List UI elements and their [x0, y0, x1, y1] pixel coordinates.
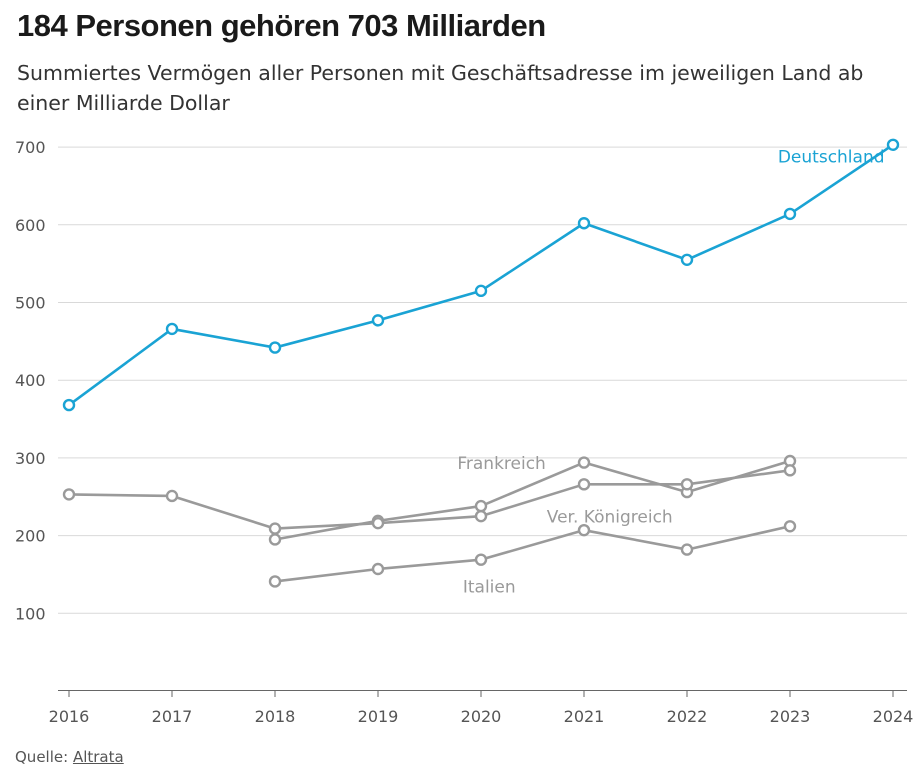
point-ver-königreich-2016	[62, 488, 76, 501]
chart-subtitle: Summiertes Vermögen aller Personen mit G…	[17, 61, 864, 115]
x-axis	[58, 690, 907, 697]
point-frankreich-2021	[577, 456, 591, 469]
point-ver-königreich-2019	[371, 516, 385, 530]
source-link[interactable]: Altrata	[72, 748, 124, 766]
series-line-ver-königreich	[68, 469, 791, 530]
y-tick-label-400: 400	[15, 371, 46, 390]
series-points	[62, 138, 900, 588]
y-tick-label-600: 600	[15, 216, 46, 235]
point-ver-königreich-2021	[577, 478, 591, 491]
x-tick-label-2021: 2021	[564, 707, 605, 726]
y-tick-label-700: 700	[15, 138, 46, 157]
point-ver-königreich-2017	[165, 489, 179, 503]
point-frankreich-2018	[268, 533, 282, 546]
point-deutschland-2020	[474, 284, 488, 298]
series-line-italien	[274, 525, 791, 583]
point-italien-2019	[371, 562, 385, 576]
series-label-deutschland: Deutschland	[778, 148, 885, 168]
point-frankreich-2020	[474, 499, 488, 513]
grid-lines	[58, 146, 907, 614]
x-tick-label-2020: 2020	[461, 707, 502, 726]
point-italien-2023	[783, 520, 797, 533]
series-label-frankreich: Frankreich	[457, 454, 546, 474]
y-tick-label-200: 200	[15, 527, 46, 546]
y-axis-tick-labels: 100 200 300 400 500 600 700	[15, 138, 46, 623]
point-deutschland-2024	[886, 138, 900, 151]
point-deutschland-2018	[268, 341, 282, 354]
source-note: Quelle: Altrata	[15, 748, 124, 766]
point-italien-2022	[680, 543, 694, 556]
point-deutschland-2021	[577, 217, 591, 230]
x-tick-label-2018: 2018	[255, 707, 296, 726]
point-ver-königreich-2023	[783, 464, 797, 477]
point-italien-2018	[268, 575, 282, 588]
point-ver-königreich-2020	[474, 509, 488, 523]
y-tick-label-300: 300	[15, 449, 46, 468]
source-label: Quelle:	[15, 748, 69, 766]
y-tick-label-500: 500	[15, 294, 46, 313]
x-tick-label-2023: 2023	[770, 707, 811, 726]
point-ver-königreich-2018	[268, 522, 282, 535]
point-deutschland-2022	[680, 253, 694, 266]
series-labels: Deutschland Frankreich Ver. Königreich Ital…	[457, 148, 884, 598]
point-deutschland-2023	[783, 207, 797, 221]
x-tick-label-2019: 2019	[358, 707, 399, 726]
series-label-ver-königreich: Ver. Königreich	[547, 507, 673, 527]
x-axis-tick-labels: 2016 2017 2018 2019 2020 2021 2022 2023 2024	[49, 707, 914, 726]
point-italien-2021	[577, 523, 591, 537]
x-tick-label-2024: 2024	[873, 707, 914, 726]
point-deutschland-2019	[371, 314, 385, 327]
point-deutschland-2016	[62, 398, 76, 412]
chart-title: 184 Personen gehören 703 Milliarden	[17, 8, 546, 43]
series-label-italien: Italien	[463, 577, 516, 597]
point-ver-königreich-2022	[680, 478, 694, 491]
x-tick-label-2016: 2016	[49, 707, 90, 726]
x-tick-label-2022: 2022	[667, 707, 708, 726]
point-deutschland-2017	[165, 322, 179, 336]
y-tick-label-100: 100	[15, 604, 46, 623]
point-italien-2020	[474, 553, 488, 566]
series-line-deutschland	[68, 143, 894, 407]
x-tick-label-2017: 2017	[152, 707, 193, 726]
